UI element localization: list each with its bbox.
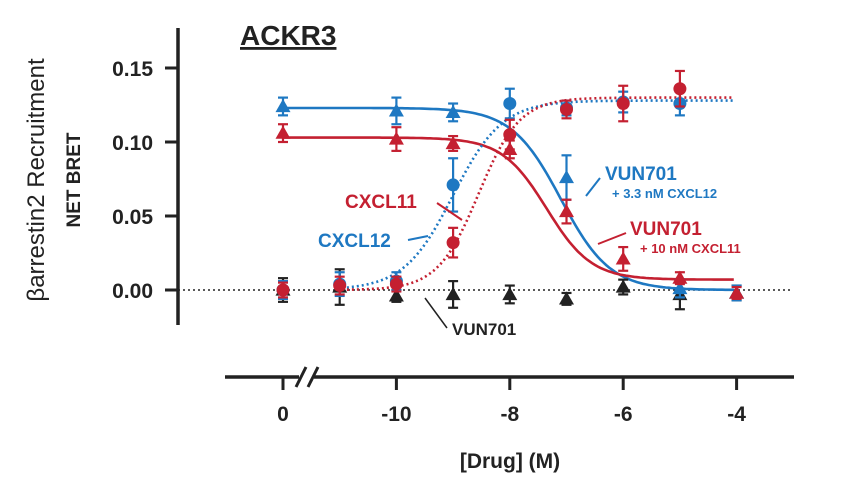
vun701_cxcl12-point <box>388 103 404 117</box>
leader-vun701-cxcl11 <box>597 232 627 245</box>
cxcl12-fit-curve <box>336 99 734 290</box>
axis-ticks: 0.00 0.05 0.10 0.15 0 -10 -8 -6 -4 <box>112 58 746 426</box>
cxcl11-point <box>446 236 460 250</box>
vun701-point <box>388 288 404 302</box>
y-tick-label: 0.10 <box>112 132 153 155</box>
vun701-point <box>502 286 518 301</box>
vun701-point <box>615 279 631 293</box>
vun701_cxcl11-point <box>559 204 574 218</box>
x-tick-label: 0 <box>277 403 289 426</box>
data-points <box>275 69 745 311</box>
vun701_cxcl12-point <box>445 104 461 119</box>
axis-break-mark-1 <box>294 366 308 388</box>
vun701_cxcl11-point <box>388 131 404 145</box>
leader-cxcl12 <box>407 235 429 241</box>
leader-vun701 <box>424 297 448 329</box>
vun701_cxcl11-point <box>729 285 745 299</box>
vun701_cxcl12-fit-curve <box>283 106 734 292</box>
vun701_cxcl11-point <box>672 270 688 284</box>
cxcl11-point <box>673 82 687 96</box>
chart-title: ACKR3 <box>240 20 336 51</box>
vun701_cxcl12-point <box>275 98 291 113</box>
vun701_cxcl11-point <box>445 135 461 150</box>
label-cxcl11: CXCL11 <box>345 192 417 213</box>
label-vun701-cxcl12: VUN701 <box>605 164 677 185</box>
label-vun701: VUN701 <box>452 320 516 339</box>
cxcl11-point <box>503 128 517 142</box>
label-vun701-cxcl11: VUN701 <box>630 219 702 240</box>
label-cxcl12: CXCL12 <box>318 231 391 252</box>
cxcl11-series <box>276 69 687 299</box>
vun701_cxcl11-point <box>275 125 291 139</box>
vun701_cxcl12-point <box>672 281 688 295</box>
cxcl11-point <box>276 283 290 297</box>
cxcl11-fit-curve <box>336 96 734 292</box>
x-tick-label: -4 <box>727 403 746 426</box>
y-axis-sublabel: NET BRET <box>64 132 85 227</box>
x-tick-label: -8 <box>500 403 519 426</box>
vun701_cxcl11-point <box>615 251 631 265</box>
vun701_cxcl12-point <box>559 170 574 184</box>
x-tick-label: -10 <box>381 403 411 426</box>
cxcl11-point <box>616 97 630 111</box>
x-axis-label: [Drug] (M) <box>460 450 560 473</box>
y-tick-label: 0.05 <box>112 206 153 229</box>
label-vun701-cxcl11-sub: + 10 nM CXCL11 <box>640 241 741 256</box>
axis-break-mark-2 <box>306 366 320 388</box>
fit-curves <box>283 96 734 292</box>
leader-cxcl11 <box>436 202 463 221</box>
vun701_cxcl11-point <box>502 141 518 156</box>
annotations: VUN701 + 3.3 nM CXCL12 VUN701 + 10 nM CX… <box>318 164 741 339</box>
cxcl12-point <box>503 97 517 111</box>
cxcl11-point <box>560 102 573 116</box>
vun701-point <box>559 291 574 305</box>
y-axis-label: βarrestin2 Recruitment <box>23 58 50 302</box>
x-tick-label: -6 <box>614 403 633 426</box>
cxcl11-point <box>333 279 347 293</box>
vun701-point <box>445 286 461 301</box>
label-vun701-cxcl12-sub: + 3.3 nM CXCL12 <box>612 186 717 201</box>
vun701_cxcl11-series <box>275 123 745 300</box>
y-tick-label: 0.15 <box>112 58 153 81</box>
leader-vun701-cxcl12 <box>585 177 601 197</box>
cxcl11-point <box>389 277 403 291</box>
cxcl12-point <box>446 178 460 192</box>
y-tick-label: 0.00 <box>112 280 153 303</box>
vun701_cxcl11-fit-curve <box>283 136 734 281</box>
